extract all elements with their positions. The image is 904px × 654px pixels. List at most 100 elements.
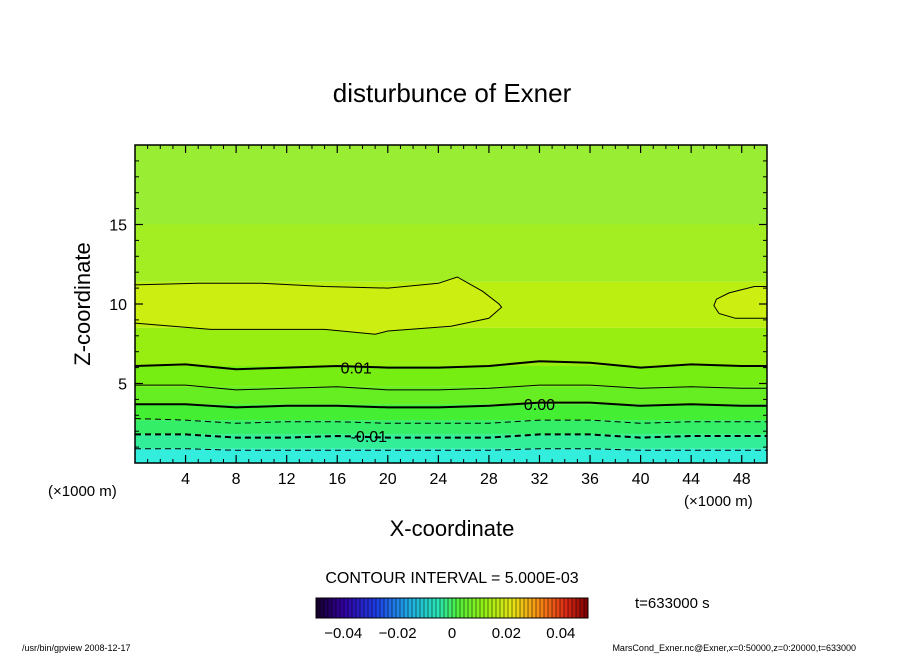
colorbar-cell-62 bbox=[564, 598, 568, 618]
colorbar-cell-2 bbox=[324, 598, 328, 618]
colorbar-cell-6 bbox=[340, 598, 344, 618]
colorbar-cell-67 bbox=[584, 598, 588, 618]
colorbar-cell-18 bbox=[388, 598, 392, 618]
x-tick-label-11: 48 bbox=[733, 471, 751, 488]
x-tick-label-0: 4 bbox=[181, 471, 190, 488]
colorbar-cell-57 bbox=[544, 598, 548, 618]
contour-lines bbox=[134, 276, 767, 451]
contour-line-3 bbox=[135, 384, 767, 391]
contour-line-4 bbox=[135, 401, 767, 409]
colorbar-cell-31 bbox=[440, 598, 444, 618]
colorbar-frame bbox=[315, 597, 589, 619]
colorbar-cell-58 bbox=[548, 598, 552, 618]
colorbar-cell-21 bbox=[400, 598, 404, 618]
colorbar-cell-37 bbox=[464, 598, 468, 618]
colorbar-cell-64 bbox=[572, 598, 576, 618]
colorbar-cell-13 bbox=[368, 598, 372, 618]
colorbar-cell-0 bbox=[316, 598, 320, 618]
contour-label-2: -0.01 bbox=[351, 429, 388, 446]
colorbar-cell-24 bbox=[412, 598, 416, 618]
colorbar-cell-60 bbox=[556, 598, 560, 618]
fill-band-0 bbox=[135, 448, 767, 463]
colorbar-cell-20 bbox=[396, 598, 400, 618]
contour-fill-1 bbox=[713, 286, 767, 319]
colorbar-cell-11 bbox=[360, 598, 364, 618]
colorbar-cell-53 bbox=[528, 598, 532, 618]
y-tick-label-1: 10 bbox=[109, 297, 127, 314]
colorbar-cell-45 bbox=[496, 598, 500, 618]
x-tick-label-7: 32 bbox=[531, 471, 549, 488]
x-tick-label-1: 8 bbox=[232, 471, 241, 488]
fill-band-1 bbox=[135, 434, 767, 449]
colorbar-cell-23 bbox=[408, 598, 412, 618]
x-tick-label-6: 28 bbox=[480, 471, 498, 488]
colorbar-tick-label-1: −0.02 bbox=[379, 625, 417, 642]
contour-fill-0 bbox=[135, 277, 502, 335]
colorbar-cell-9 bbox=[352, 598, 356, 618]
colorbar-cell-7 bbox=[344, 598, 348, 618]
colorbar-cell-46 bbox=[500, 598, 504, 618]
contour-labels: 0.01 0.00 -0.01 bbox=[341, 361, 556, 446]
colorbar-cell-28 bbox=[428, 598, 432, 618]
footer-right: MarsCond_Exner.nc@Exner,x=0:50000,z=0:20… bbox=[612, 643, 856, 653]
contour-label-1: 0.00 bbox=[524, 397, 555, 414]
colorbar-cell-5 bbox=[336, 598, 340, 618]
colorbar-cell-61 bbox=[560, 598, 564, 618]
svg-text:-0.01: -0.01 bbox=[351, 429, 388, 446]
x-tick-label-2: 12 bbox=[278, 471, 296, 488]
colorbar-cell-51 bbox=[520, 598, 524, 618]
colorbar-cell-48 bbox=[508, 598, 512, 618]
colorbar-cell-29 bbox=[432, 598, 436, 618]
colorbar-cell-42 bbox=[484, 598, 488, 618]
colorbar-cell-16 bbox=[380, 598, 384, 618]
x-tick-label-4: 20 bbox=[379, 471, 397, 488]
colorbar-cell-10 bbox=[356, 598, 360, 618]
colorbar-cell-34 bbox=[452, 598, 456, 618]
colorbar-cell-65 bbox=[576, 598, 580, 618]
time-label: t=633000 s bbox=[635, 595, 710, 612]
colorbar-cell-8 bbox=[348, 598, 352, 618]
y-axis-label: Z-coordinate bbox=[70, 242, 95, 366]
y-tick-label-2: 15 bbox=[109, 218, 127, 235]
colorbar-cell-44 bbox=[492, 598, 496, 618]
contour-line-2 bbox=[134, 360, 767, 371]
chart-title: disturbunce of Exner bbox=[333, 78, 572, 108]
x-tick-label-10: 44 bbox=[682, 471, 700, 488]
colorbar-cell-56 bbox=[540, 598, 544, 618]
x-tick-label-5: 24 bbox=[429, 471, 447, 488]
colorbar-tick-label-2: 0 bbox=[448, 625, 456, 642]
footer-left: /usr/bin/gpview 2008-12-17 bbox=[22, 643, 131, 653]
contour-label-0: 0.01 bbox=[341, 361, 372, 378]
x-tick-label-3: 16 bbox=[328, 471, 346, 488]
colorbar-cell-38 bbox=[468, 598, 472, 618]
colorbar-cell-15 bbox=[376, 598, 380, 618]
colorbar-cell-47 bbox=[504, 598, 508, 618]
colorbar-cell-36 bbox=[460, 598, 464, 618]
colorbar-cell-17 bbox=[384, 598, 388, 618]
colorbar-cell-54 bbox=[532, 598, 536, 618]
fill-band-8 bbox=[135, 224, 767, 282]
colorbar-tick-labels: −0.04 −0.02 0 0.02 0.04 bbox=[324, 625, 575, 642]
colorbar-cell-55 bbox=[536, 598, 540, 618]
fill-band-2 bbox=[135, 420, 767, 435]
colorbar-cell-27 bbox=[424, 598, 428, 618]
contour-interval-text: CONTOUR INTERVAL = 5.000E-03 bbox=[325, 570, 578, 587]
contour-line-1 bbox=[713, 286, 767, 319]
colorbar-cell-39 bbox=[472, 598, 476, 618]
y-tick-label-0: 5 bbox=[118, 377, 127, 394]
colorbar-tick-label-0: −0.04 bbox=[324, 625, 362, 642]
colorbar-cell-14 bbox=[372, 598, 376, 618]
colorbar-cell-63 bbox=[568, 598, 572, 618]
colorbar-cell-52 bbox=[524, 598, 528, 618]
contour-line-0 bbox=[134, 276, 503, 335]
colorbar-cell-1 bbox=[320, 598, 324, 618]
svg-text:0.01: 0.01 bbox=[341, 361, 372, 378]
colorbar-cell-12 bbox=[364, 598, 368, 618]
x-unit-right: (×1000 m) bbox=[684, 493, 753, 510]
colorbar-cell-66 bbox=[580, 598, 584, 618]
fill-band-5 bbox=[135, 366, 767, 387]
fill-band-9 bbox=[135, 145, 767, 225]
x-tick-label-9: 40 bbox=[632, 471, 650, 488]
